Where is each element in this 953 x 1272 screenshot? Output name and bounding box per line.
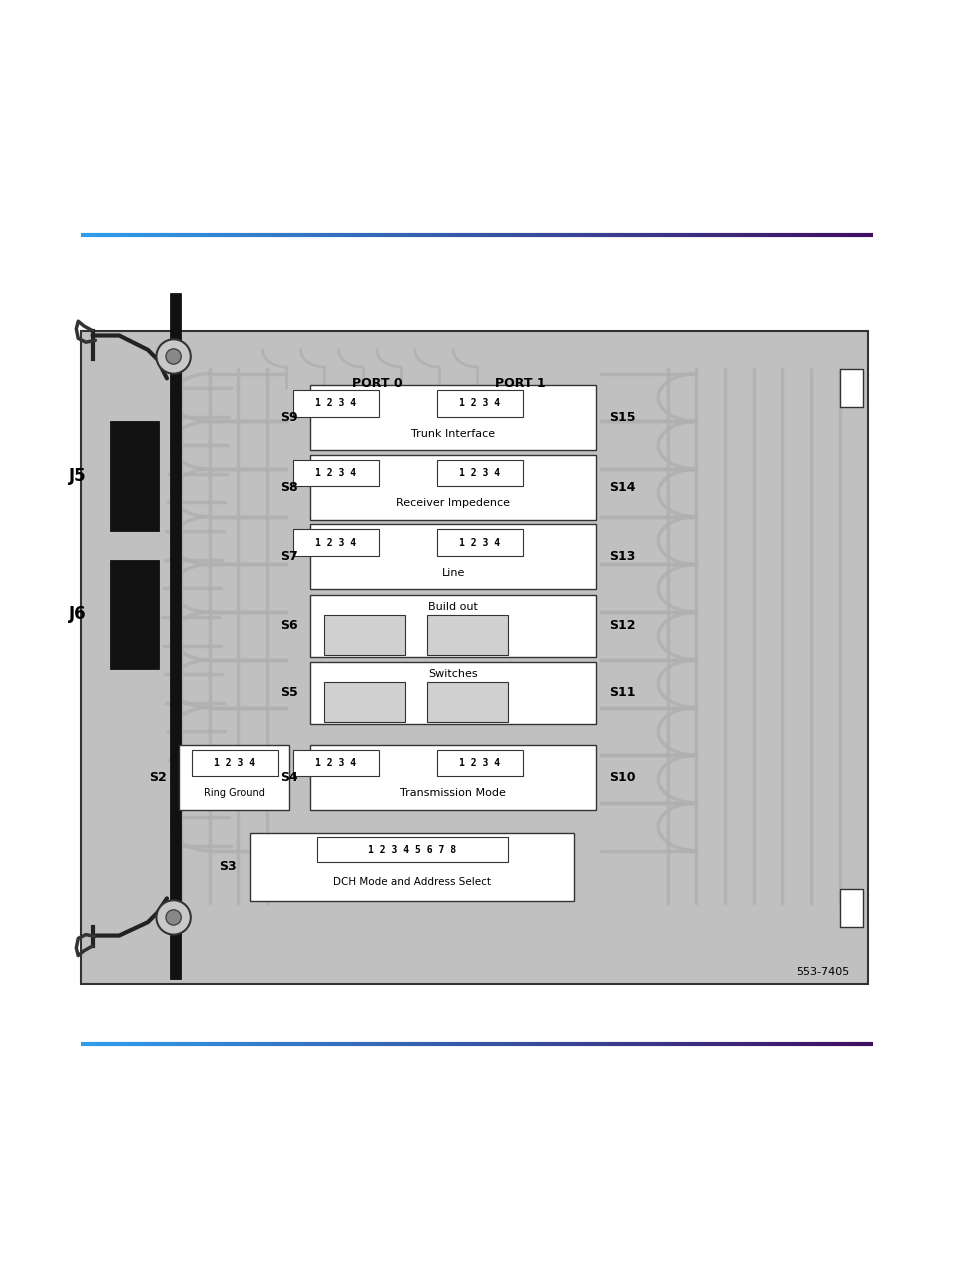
Bar [310, 524, 596, 589]
Text: 1 2 3 4: 1 2 3 4 [314, 758, 356, 768]
Text: 1 2 3 4: 1 2 3 4 [458, 468, 500, 478]
Text: S15: S15 [608, 411, 635, 424]
Text: DCH Mode and Address Select: DCH Mode and Address Select [333, 876, 491, 887]
Bar [436, 529, 522, 556]
Bar [293, 749, 378, 776]
Text: 1 2 3 4: 1 2 3 4 [458, 398, 500, 408]
Text: S12: S12 [608, 619, 635, 632]
Text: J6: J6 [70, 605, 87, 623]
Bar [436, 391, 522, 417]
Text: S4: S4 [279, 771, 297, 784]
Text: S10: S10 [608, 771, 635, 784]
Text: 1 2 3 4: 1 2 3 4 [458, 538, 500, 547]
Text: S11: S11 [608, 687, 635, 700]
Bar [293, 459, 378, 486]
Bar [324, 614, 405, 655]
Bar [310, 744, 596, 809]
Circle shape [156, 340, 191, 374]
Bar [250, 832, 574, 901]
Bar [324, 682, 405, 721]
Bar [436, 459, 522, 486]
Bar [436, 749, 522, 776]
Text: Switches: Switches [428, 669, 477, 679]
Text: 1 2 3 4: 1 2 3 4 [314, 398, 356, 408]
Bar [179, 744, 289, 809]
Circle shape [166, 909, 181, 925]
Bar [310, 661, 596, 724]
Bar [110, 421, 159, 530]
Text: S2: S2 [149, 771, 167, 784]
Text: S5: S5 [279, 687, 297, 700]
Text: PORT 1: PORT 1 [494, 377, 545, 389]
Text: 1 2 3 4 5 6 7 8: 1 2 3 4 5 6 7 8 [368, 845, 456, 855]
Text: Receiver Impedence: Receiver Impedence [395, 499, 510, 509]
Text: S9: S9 [280, 411, 297, 424]
Text: J5: J5 [70, 467, 87, 485]
Bar [81, 331, 867, 985]
Text: PORT 0: PORT 0 [351, 377, 402, 389]
Bar [839, 889, 862, 927]
Text: S14: S14 [608, 481, 635, 494]
Bar [293, 391, 378, 417]
Text: 1 2 3 4: 1 2 3 4 [314, 468, 356, 478]
Bar [427, 614, 508, 655]
Bar [316, 837, 507, 862]
Text: Ring Ground: Ring Ground [204, 789, 265, 799]
Bar [310, 595, 596, 656]
Bar [170, 293, 181, 979]
Text: Build out: Build out [428, 603, 477, 612]
Bar [310, 454, 596, 519]
Text: S7: S7 [279, 551, 297, 563]
Bar [293, 529, 378, 556]
Circle shape [166, 349, 181, 364]
Text: S13: S13 [608, 551, 635, 563]
Text: 553-7405: 553-7405 [795, 967, 848, 977]
Text: 1 2 3 4: 1 2 3 4 [213, 758, 255, 768]
Text: S6: S6 [280, 619, 297, 632]
Text: 1 2 3 4: 1 2 3 4 [458, 758, 500, 768]
Bar [427, 682, 508, 721]
Circle shape [156, 901, 191, 935]
Text: S3: S3 [219, 860, 236, 874]
Bar [192, 749, 277, 776]
Bar [839, 369, 862, 407]
Text: S8: S8 [280, 481, 297, 494]
Bar [310, 385, 596, 450]
Text: Line: Line [441, 569, 464, 577]
Text: Transmission Mode: Transmission Mode [400, 789, 505, 799]
Text: Trunk Interface: Trunk Interface [411, 429, 495, 439]
Bar [110, 560, 159, 669]
Text: 1 2 3 4: 1 2 3 4 [314, 538, 356, 547]
